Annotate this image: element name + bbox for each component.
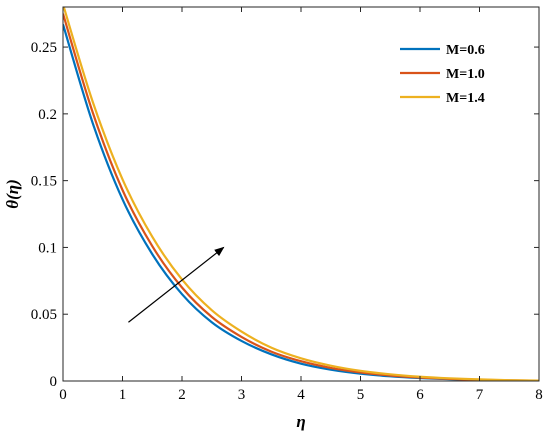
y-tick-label: 0.2 bbox=[38, 107, 57, 123]
y-tick-label: 0.25 bbox=[31, 40, 57, 56]
x-tick-label: 3 bbox=[238, 387, 246, 403]
y-axis-title: θ(η) bbox=[3, 179, 22, 208]
y-axis: 0 0.05 0.1 0.15 0.2 0.25 bbox=[31, 40, 539, 390]
x-tick-label: 4 bbox=[297, 387, 305, 403]
y-tick-label: 0.15 bbox=[31, 174, 57, 190]
x-tick-label: 2 bbox=[178, 387, 186, 403]
series-line-m-1-4 bbox=[63, 7, 539, 381]
y-tick-label: 0.05 bbox=[31, 307, 57, 323]
increase-arrow bbox=[128, 246, 225, 323]
series-group bbox=[63, 7, 539, 381]
legend: M=0.6 M=1.0 M=1.4 bbox=[394, 33, 514, 110]
legend-label: M=0.6 bbox=[446, 43, 485, 58]
y-tick-label: 0.1 bbox=[38, 240, 57, 256]
x-tick-label: 7 bbox=[476, 387, 484, 403]
y-tick-label: 0 bbox=[50, 374, 58, 390]
legend-label: M=1.4 bbox=[446, 91, 485, 106]
x-tick-label: 6 bbox=[416, 387, 424, 403]
legend-label: M=1.0 bbox=[446, 67, 485, 82]
x-tick-label: 8 bbox=[535, 387, 543, 403]
x-tick-label: 1 bbox=[119, 387, 127, 403]
x-tick-label: 0 bbox=[59, 387, 67, 403]
x-axis-title: η bbox=[296, 412, 305, 431]
x-tick-label: 5 bbox=[357, 387, 365, 403]
x-axis: 0 1 2 3 4 5 6 7 8 bbox=[59, 7, 543, 403]
